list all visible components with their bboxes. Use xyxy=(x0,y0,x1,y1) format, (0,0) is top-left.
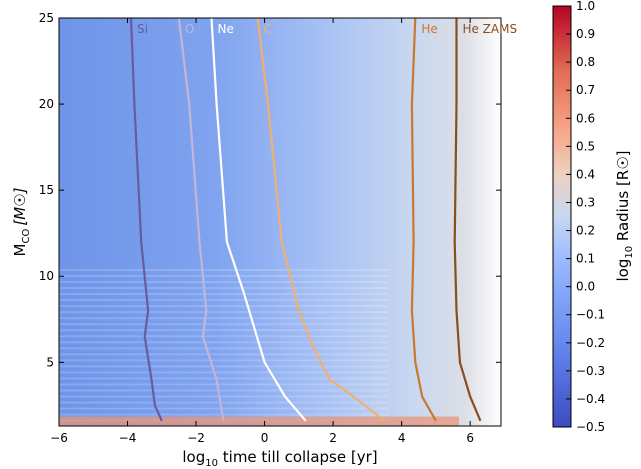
track-label-si: Si xyxy=(137,22,148,36)
track-o xyxy=(177,18,225,421)
x-tick-label: 2 xyxy=(329,431,337,445)
contour-band xyxy=(59,401,389,404)
colorbar-tick-label: 0.3 xyxy=(576,195,595,209)
colorbar-tick-label: 0.4 xyxy=(576,167,595,181)
contour-band xyxy=(59,305,389,308)
contour-band xyxy=(59,353,389,356)
colorbar: −0.5 −0.4 −0.3 −0.2 −0.1 0.0 0.1 0.2 0.3 0.4 0.5 0.… xyxy=(552,0,635,434)
contour-band xyxy=(59,371,389,374)
colorbar-label-pre: log xyxy=(614,259,632,282)
colorbar-tick-label: −0.2 xyxy=(576,336,605,350)
track-label-ne: Ne xyxy=(217,22,233,36)
track-ne xyxy=(210,18,307,422)
y-tick-label: 25 xyxy=(39,11,54,25)
contour-band xyxy=(59,281,389,284)
contour-band xyxy=(59,395,389,398)
contour-band xyxy=(59,287,389,290)
track-label-o: O xyxy=(185,22,194,36)
colorbar-tick-label: 0.0 xyxy=(576,280,595,294)
track-label-he: He xyxy=(421,22,437,36)
y-axis-ticks: 5 10 15 20 25 xyxy=(39,11,501,369)
contour-band xyxy=(59,299,389,302)
track-si xyxy=(129,18,163,422)
colorbar-label: log10 Radius [R☉] xyxy=(614,150,635,281)
track-he-zams xyxy=(453,18,482,422)
contour-band xyxy=(59,335,389,338)
x-axis-label-pre: log xyxy=(182,448,205,466)
contour-band xyxy=(59,359,389,362)
track-he xyxy=(410,18,437,422)
colorbar-tick-label: 0.5 xyxy=(576,139,595,153)
contour-band xyxy=(59,407,389,410)
plot-frame xyxy=(58,17,502,427)
track-c xyxy=(256,18,386,422)
colorbar-label-post: Radius [R☉] xyxy=(614,150,632,245)
contour-band xyxy=(59,347,389,350)
contour-band xyxy=(59,311,389,314)
colorbar-tick-label: 0.2 xyxy=(576,224,595,238)
contour-band xyxy=(59,329,389,332)
track-label-c: C xyxy=(264,22,272,36)
colorbar-gradient xyxy=(552,5,572,428)
contour-band xyxy=(59,341,389,344)
contour-band xyxy=(59,413,389,416)
evolution-tracks xyxy=(129,18,482,422)
plot-area xyxy=(59,18,501,426)
x-axis-ticks: −6 −4 −2 0 2 4 6 xyxy=(50,18,474,445)
colorbar-tick-label: 1.0 xyxy=(576,0,595,13)
contour-band xyxy=(59,268,389,271)
colorbar-tick-label: 0.9 xyxy=(576,27,595,41)
y-tick-label: 5 xyxy=(46,355,54,369)
track-label-he-zams: He ZAMS xyxy=(462,22,517,36)
track-labels: Si O Ne C He He ZAMS xyxy=(137,22,517,36)
colorbar-tick-label: 0.1 xyxy=(576,252,595,266)
colorbar-tick-label: −0.3 xyxy=(576,364,605,378)
contour-band xyxy=(59,275,389,278)
y-axis-label-sub: CO xyxy=(21,229,32,244)
contour-band xyxy=(59,293,389,296)
y-tick-label: 20 xyxy=(39,97,54,111)
x-tick-label: 6 xyxy=(466,431,474,445)
x-axis-label: log10 time till collapse [yr] xyxy=(182,448,377,469)
x-tick-label: −4 xyxy=(119,431,137,445)
x-axis-label-sub: 10 xyxy=(205,458,218,469)
contour-band xyxy=(59,323,389,326)
colorbar-tick-label: 0.7 xyxy=(576,83,595,97)
y-axis-label: MCO [M☉] xyxy=(11,187,32,256)
y-tick-label: 15 xyxy=(39,183,54,197)
colorbar-tick-label: −0.5 xyxy=(576,420,605,434)
colorbar-tick-label: −0.1 xyxy=(576,308,605,322)
x-tick-label: 0 xyxy=(261,431,269,445)
contour-band xyxy=(59,377,389,380)
y-tick-label: 10 xyxy=(39,269,54,283)
x-axis-label-post: time till collapse [yr] xyxy=(218,448,378,466)
low-mass-band xyxy=(59,416,459,426)
y-axis-label-main: M xyxy=(11,244,29,257)
colorbar-label-sub: 10 xyxy=(624,246,635,259)
contour-band xyxy=(59,365,389,368)
y-axis-label-unit: [M☉] xyxy=(11,187,29,225)
colorbar-tick-label: 0.8 xyxy=(576,55,595,69)
colorbar-tick-label: 0.6 xyxy=(576,111,595,125)
x-tick-label: −2 xyxy=(187,431,205,445)
contour-band xyxy=(59,383,389,386)
contour-band xyxy=(59,317,389,320)
x-tick-label: −6 xyxy=(50,431,68,445)
contour-bands xyxy=(59,268,459,426)
contour-band xyxy=(59,389,389,392)
colorbar-tick-label: −0.4 xyxy=(576,392,605,406)
colorbar-ticks: −0.5 −0.4 −0.3 −0.2 −0.1 0.0 0.1 0.2 0.3 0.4 0.5 0.… xyxy=(566,0,605,434)
x-tick-label: 4 xyxy=(398,431,406,445)
